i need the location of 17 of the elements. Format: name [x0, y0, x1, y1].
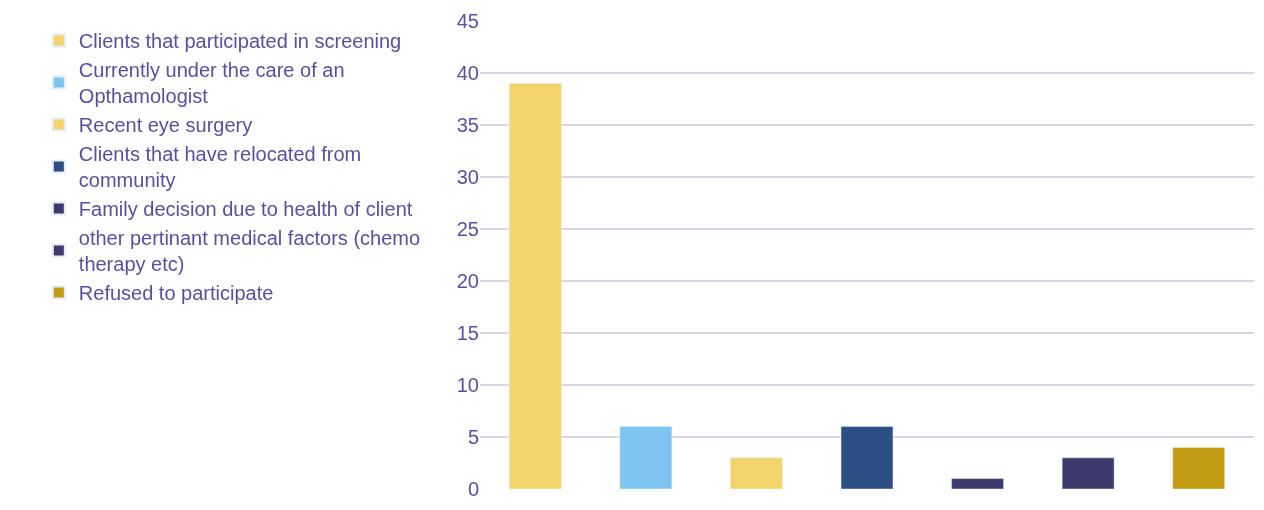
legend-label: Refused to participate	[78, 282, 274, 305]
legend-label: Recent eye surgery	[78, 114, 253, 137]
y-tick-label: 5	[467, 426, 479, 448]
legend-label: Clients that have relocated from community	[78, 143, 362, 192]
y-tick-label: 40	[456, 62, 479, 84]
y-tick-label: 25	[456, 218, 479, 240]
legend-label: Family decision due to health of client	[78, 198, 413, 221]
y-tick-label: 10	[456, 374, 479, 396]
legend-label: other pertinant medical factors (chemo therapy etc)	[78, 227, 421, 276]
legend-label: Clients that participated in screening	[78, 30, 402, 53]
y-tick-label: 15	[456, 322, 479, 344]
y-tick-label: 0	[467, 478, 479, 500]
y-tick-label: 30	[456, 166, 479, 188]
legend-label: Currently under the care of an Opthamologist	[78, 59, 345, 108]
y-tick-label: 45	[456, 10, 479, 32]
y-tick-label: 35	[456, 114, 479, 136]
y-tick-label: 20	[456, 270, 479, 292]
